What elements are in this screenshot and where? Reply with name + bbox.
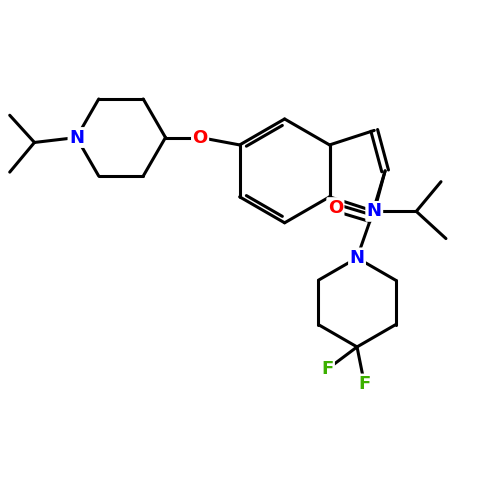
Text: O: O [328,198,343,216]
Text: N: N [69,128,84,146]
Text: N: N [350,249,364,267]
Text: O: O [192,128,208,146]
Text: F: F [358,375,370,393]
Text: F: F [321,360,334,378]
Text: N: N [366,202,382,220]
